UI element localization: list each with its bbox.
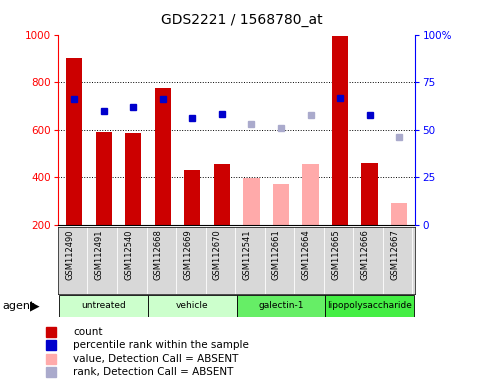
Bar <box>243 178 259 225</box>
Text: GSM112669: GSM112669 <box>184 229 192 280</box>
Bar <box>148 295 237 317</box>
Text: rank, Detection Call = ABSENT: rank, Detection Call = ABSENT <box>73 367 233 377</box>
Text: GDS2221 / 1568780_at: GDS2221 / 1568780_at <box>161 13 322 27</box>
Text: GSM112491: GSM112491 <box>95 229 104 280</box>
Text: GSM112541: GSM112541 <box>242 229 252 280</box>
Text: GSM112490: GSM112490 <box>65 229 74 280</box>
Bar <box>273 184 289 225</box>
Text: GSM112664: GSM112664 <box>301 229 311 280</box>
Bar <box>214 164 230 225</box>
Bar <box>66 58 82 225</box>
Bar <box>391 203 407 225</box>
Text: galectin-1: galectin-1 <box>258 301 304 310</box>
Text: GSM112540: GSM112540 <box>124 229 133 280</box>
Text: lipopolysaccharide: lipopolysaccharide <box>327 301 412 310</box>
Bar <box>237 295 325 317</box>
Text: vehicle: vehicle <box>176 301 209 310</box>
Bar <box>125 133 142 225</box>
Text: GSM112661: GSM112661 <box>272 229 281 280</box>
Text: untreated: untreated <box>81 301 126 310</box>
Text: GSM112668: GSM112668 <box>154 229 163 280</box>
Bar <box>184 170 200 225</box>
Bar <box>59 295 148 317</box>
Bar <box>155 88 171 225</box>
Bar <box>361 163 378 225</box>
Text: GSM112665: GSM112665 <box>331 229 340 280</box>
Bar <box>332 36 348 225</box>
Text: count: count <box>73 327 102 337</box>
Text: GSM112667: GSM112667 <box>390 229 399 280</box>
Text: agent: agent <box>2 301 35 311</box>
Text: GSM112670: GSM112670 <box>213 229 222 280</box>
Bar <box>325 295 414 317</box>
Text: ▶: ▶ <box>30 299 40 312</box>
Text: percentile rank within the sample: percentile rank within the sample <box>73 340 249 350</box>
Text: value, Detection Call = ABSENT: value, Detection Call = ABSENT <box>73 354 238 364</box>
Bar <box>302 164 319 225</box>
Bar <box>96 132 112 225</box>
Text: GSM112666: GSM112666 <box>361 229 369 280</box>
